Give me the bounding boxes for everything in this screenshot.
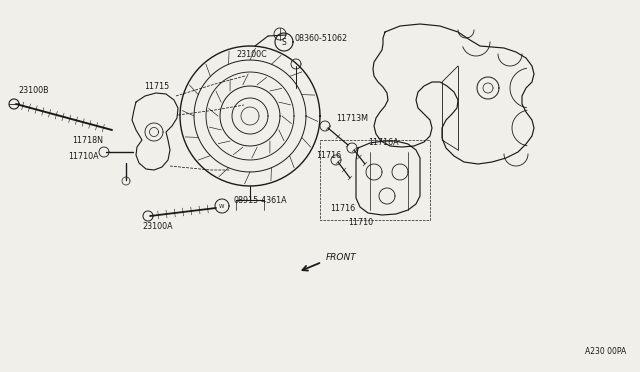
Text: 08360-51062: 08360-51062 <box>295 33 348 42</box>
Text: 08915-4361A: 08915-4361A <box>234 196 287 205</box>
Text: 11710: 11710 <box>348 218 373 227</box>
Text: 11716: 11716 <box>330 203 355 212</box>
Text: 11716A: 11716A <box>368 138 399 147</box>
Text: A230 00PA: A230 00PA <box>585 347 626 356</box>
Text: 11713M: 11713M <box>336 113 368 122</box>
Text: 23100B: 23100B <box>18 86 49 94</box>
Text: 11715: 11715 <box>144 81 169 90</box>
Text: 23100C: 23100C <box>236 49 267 58</box>
Text: 11718N: 11718N <box>72 135 103 144</box>
Text: 11710A: 11710A <box>68 151 99 160</box>
Text: 11716: 11716 <box>316 151 341 160</box>
Text: 23100A: 23100A <box>142 221 173 231</box>
Text: FRONT: FRONT <box>326 253 356 263</box>
Text: S: S <box>282 38 286 46</box>
Text: W: W <box>220 203 225 208</box>
